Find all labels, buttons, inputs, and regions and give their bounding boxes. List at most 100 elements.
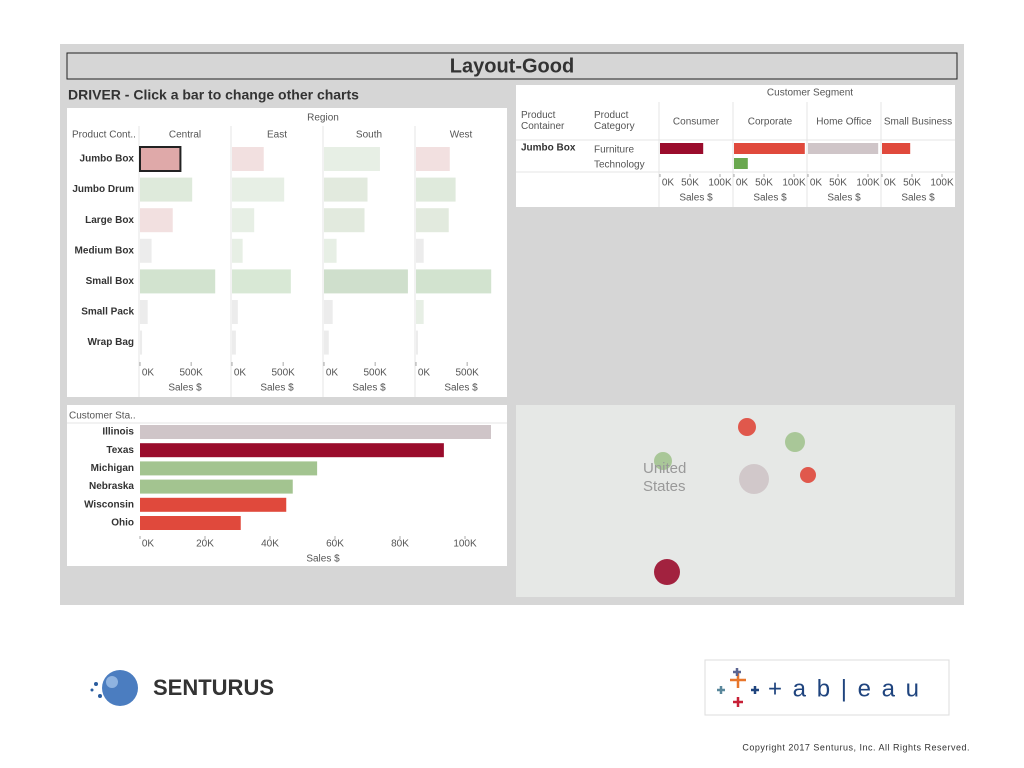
x-axis-label: Sales $: [306, 554, 340, 565]
x-axis-label: Sales $: [679, 193, 713, 204]
x-tick-label: 500K: [363, 368, 387, 379]
bar[interactable]: [324, 238, 337, 263]
bar[interactable]: [416, 177, 456, 202]
x-tick-label: 500K: [271, 368, 295, 379]
tableau-crosses: [717, 668, 759, 707]
bar: [140, 479, 293, 494]
bar[interactable]: [416, 300, 424, 324]
bar[interactable]: [232, 269, 291, 294]
bar[interactable]: [232, 330, 236, 355]
bar[interactable]: [140, 269, 216, 294]
x-axis-label: Sales $: [168, 383, 202, 394]
driver-title: DRIVER - Click a bar to change other cha…: [68, 87, 359, 103]
region-header: Region: [307, 113, 339, 124]
x-tick-label: 50K: [755, 178, 773, 189]
x-tick-label: 0K: [662, 178, 675, 189]
x-tick-label: 0K: [418, 368, 431, 379]
bar: [882, 143, 911, 154]
x-tick-label: 0K: [142, 368, 155, 379]
row-label: Texas: [106, 445, 134, 456]
segment-header: Customer Segment: [767, 88, 853, 99]
bar[interactable]: [324, 269, 408, 294]
bar[interactable]: [140, 330, 143, 355]
bar[interactable]: [324, 147, 380, 171]
x-tick-label: 0K: [736, 178, 749, 189]
state-header: Customer Sta..: [69, 411, 136, 422]
bar[interactable]: [416, 330, 418, 355]
bar: [734, 143, 805, 154]
bar[interactable]: [232, 300, 238, 324]
row-label: Jumbo Box: [80, 154, 135, 165]
panel-header: Small Business: [884, 117, 952, 128]
x-axis-label: Sales $: [260, 383, 294, 394]
panel-header: South: [356, 130, 382, 141]
x-axis-label: Sales $: [753, 193, 787, 204]
category-label: Furniture: [594, 145, 634, 156]
bar[interactable]: [139, 146, 182, 172]
bar[interactable]: [416, 147, 450, 171]
row-label: Medium Box: [75, 245, 135, 256]
x-tick-label: 500K: [455, 368, 479, 379]
bar[interactable]: [324, 177, 368, 202]
x-tick-label: 50K: [681, 178, 699, 189]
bar: [660, 143, 704, 154]
col-header: Product Category: [594, 110, 635, 132]
x-tick-label: 50K: [903, 178, 921, 189]
panel-header: Consumer: [673, 117, 720, 128]
x-tick-label: 100K: [856, 178, 880, 189]
bar[interactable]: [324, 330, 329, 355]
senturus-globe: [90, 670, 138, 706]
row-label: Illinois: [102, 427, 134, 438]
panel-header: East: [267, 130, 287, 141]
map-point: [654, 559, 680, 585]
x-tick-label: 100K: [453, 539, 477, 550]
panel-header: Corporate: [748, 117, 793, 128]
dashboard-title: Layout-Good: [450, 55, 574, 77]
x-axis-label: Sales $: [352, 383, 386, 394]
map-circles: [654, 418, 816, 585]
bar[interactable]: [140, 300, 148, 324]
row-label: Large Box: [85, 215, 134, 226]
bar[interactable]: [232, 177, 285, 202]
row-label: Small Box: [86, 276, 135, 287]
x-axis-label: Sales $: [444, 383, 478, 394]
bar: [140, 461, 318, 476]
bar[interactable]: [140, 177, 193, 202]
row-header: Product Cont..: [72, 130, 136, 141]
bar[interactable]: [416, 208, 449, 233]
container-label: Jumbo Box: [521, 143, 576, 154]
tableau-word: + a b | e a u: [768, 675, 921, 702]
bar[interactable]: [140, 208, 173, 233]
x-tick-label: 0K: [810, 178, 823, 189]
bar[interactable]: [324, 208, 365, 233]
map-point: [739, 464, 769, 494]
row-label: Wisconsin: [84, 499, 134, 510]
bar: [140, 443, 444, 458]
category-label: Technology: [594, 160, 645, 171]
bar[interactable]: [232, 147, 264, 171]
x-tick-label: 80K: [391, 539, 409, 550]
x-tick-label: 0K: [142, 539, 155, 550]
x-tick-label: 100K: [782, 178, 806, 189]
bar: [140, 516, 241, 530]
x-tick-label: 50K: [829, 178, 847, 189]
bar[interactable]: [416, 238, 424, 263]
title-box: [66, 52, 958, 80]
brand-name: SENTURUS: [153, 675, 274, 700]
tableau-box: [704, 659, 950, 716]
bar[interactable]: [232, 238, 243, 263]
bar[interactable]: [416, 269, 492, 294]
bar[interactable]: [324, 300, 333, 324]
row-label: Wrap Bag: [88, 337, 135, 348]
bar[interactable]: [140, 238, 152, 263]
bar[interactable]: [232, 208, 255, 233]
row-label: Jumbo Drum: [72, 184, 134, 195]
copyright: Copyright 2017 Senturus, Inc. All Rights…: [742, 742, 970, 752]
x-axis-label: Sales $: [827, 193, 861, 204]
x-tick-label: 0K: [884, 178, 897, 189]
panel-header: Central: [169, 130, 201, 141]
map-point: [654, 452, 672, 470]
x-tick-label: 100K: [708, 178, 732, 189]
